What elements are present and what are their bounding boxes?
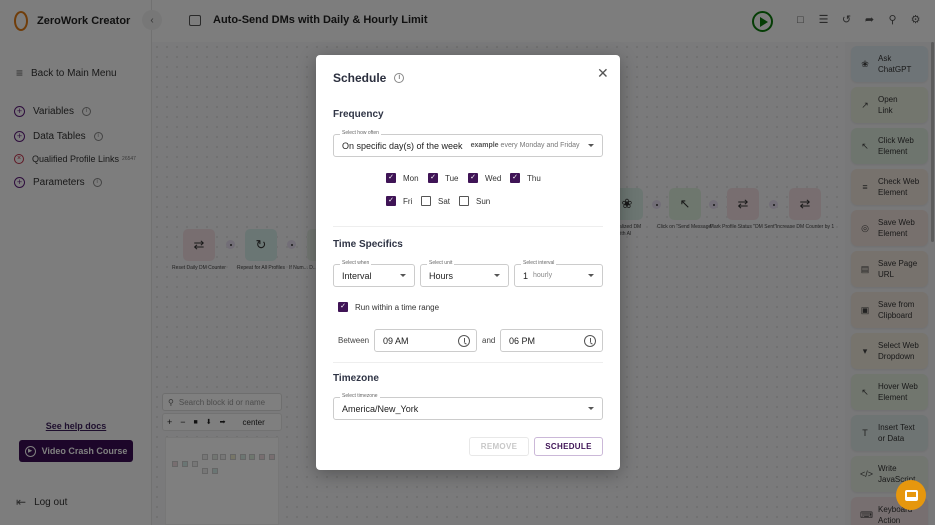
select-interval-value: 1 xyxy=(523,270,529,281)
run-range-label: Run within a time range xyxy=(355,302,440,312)
clock-icon[interactable] xyxy=(458,335,470,347)
hint-prefix: example xyxy=(470,142,499,149)
divider xyxy=(333,362,603,363)
chat-support-button[interactable] xyxy=(896,480,926,510)
checkbox-checked-icon[interactable]: ✓ xyxy=(468,173,478,183)
field-label: Select how often xyxy=(340,130,381,137)
select-unit-value: Hours xyxy=(429,270,454,281)
timezone-heading: Timezone xyxy=(333,373,379,384)
day-label: Sun xyxy=(476,196,491,206)
between-label: Between xyxy=(338,336,370,345)
chevron-down-icon xyxy=(494,274,500,277)
how-often-value: On specific day(s) of the week xyxy=(342,140,463,151)
chevron-down-icon xyxy=(400,274,406,277)
day-checkbox-sun[interactable]: Sun xyxy=(459,196,490,206)
day-checkbox-sat[interactable]: Sat xyxy=(421,196,450,206)
day-label: Mon xyxy=(403,173,419,183)
divider xyxy=(333,226,603,227)
chevron-down-icon xyxy=(588,274,594,277)
end-time-input[interactable]: 06 PM xyxy=(500,329,603,352)
field-label: Select when xyxy=(340,260,372,267)
checkbox-checked-icon[interactable]: ✓ xyxy=(338,302,348,312)
frequency-heading: Frequency xyxy=(333,109,384,120)
field-label: Select timezone xyxy=(340,393,380,400)
checkbox-unchecked-icon[interactable] xyxy=(421,196,431,206)
checkbox-unchecked-icon[interactable] xyxy=(459,196,469,206)
close-icon[interactable]: ✕ xyxy=(597,65,609,81)
day-checkbox-tue[interactable]: ✓ Tue xyxy=(428,173,459,183)
remove-button[interactable]: REMOVE xyxy=(469,437,529,456)
modal-title-text: Schedule xyxy=(333,71,387,85)
select-when-value: Interval xyxy=(342,270,372,281)
select-when[interactable]: Select when Interval xyxy=(333,260,415,287)
how-often-select[interactable]: Select how often On specific day(s) of t… xyxy=(333,130,603,157)
and-label: and xyxy=(482,336,496,345)
schedule-button[interactable]: SCHEDULE xyxy=(534,437,603,456)
day-checkbox-fri[interactable]: ✓ Fri xyxy=(386,196,412,206)
clock-icon[interactable] xyxy=(584,335,596,347)
hint-text: every Monday and Friday xyxy=(500,142,580,149)
day-label: Thu xyxy=(527,173,541,183)
timezone-value: America/New_York xyxy=(342,403,419,414)
chevron-down-icon xyxy=(588,144,594,147)
schedule-modal: Schedule i ✕ Frequency Select how often … xyxy=(316,55,620,470)
day-label: Sat xyxy=(438,196,451,206)
timezone-select[interactable]: Select timezone America/New_York xyxy=(333,393,603,420)
day-label: Fri xyxy=(403,196,413,206)
checkbox-checked-icon[interactable]: ✓ xyxy=(386,196,396,206)
run-within-time-range-checkbox[interactable]: ✓ Run within a time range xyxy=(338,302,439,312)
interval-suffix: hourly xyxy=(533,272,553,279)
chevron-down-icon xyxy=(588,407,594,410)
checkbox-checked-icon[interactable]: ✓ xyxy=(428,173,438,183)
day-label: Wed xyxy=(485,173,502,183)
day-checkbox-wed[interactable]: ✓ Wed xyxy=(468,173,501,183)
select-interval[interactable]: Select interval 1 hourly xyxy=(514,260,603,287)
field-label: Select interval xyxy=(521,260,557,267)
info-icon[interactable]: i xyxy=(394,73,405,83)
start-time-value: 09 AM xyxy=(383,335,409,346)
start-time-input[interactable]: 09 AM xyxy=(374,329,477,352)
field-label: Select unit xyxy=(427,260,455,267)
day-checkbox-thu[interactable]: ✓ Thu xyxy=(510,173,541,183)
select-unit[interactable]: Select unit Hours xyxy=(420,260,509,287)
frequency-hint: example every Monday and Friday xyxy=(471,142,580,149)
time-specifics-heading: Time Specifics xyxy=(333,239,403,250)
day-checkbox-mon[interactable]: ✓ Mon xyxy=(386,173,419,183)
end-time-value: 06 PM xyxy=(509,335,536,346)
day-label: Tue xyxy=(445,173,459,183)
modal-title: Schedule i xyxy=(333,71,405,85)
checkbox-checked-icon[interactable]: ✓ xyxy=(510,173,520,183)
checkbox-checked-icon[interactable]: ✓ xyxy=(386,173,396,183)
chat-icon xyxy=(904,489,918,501)
